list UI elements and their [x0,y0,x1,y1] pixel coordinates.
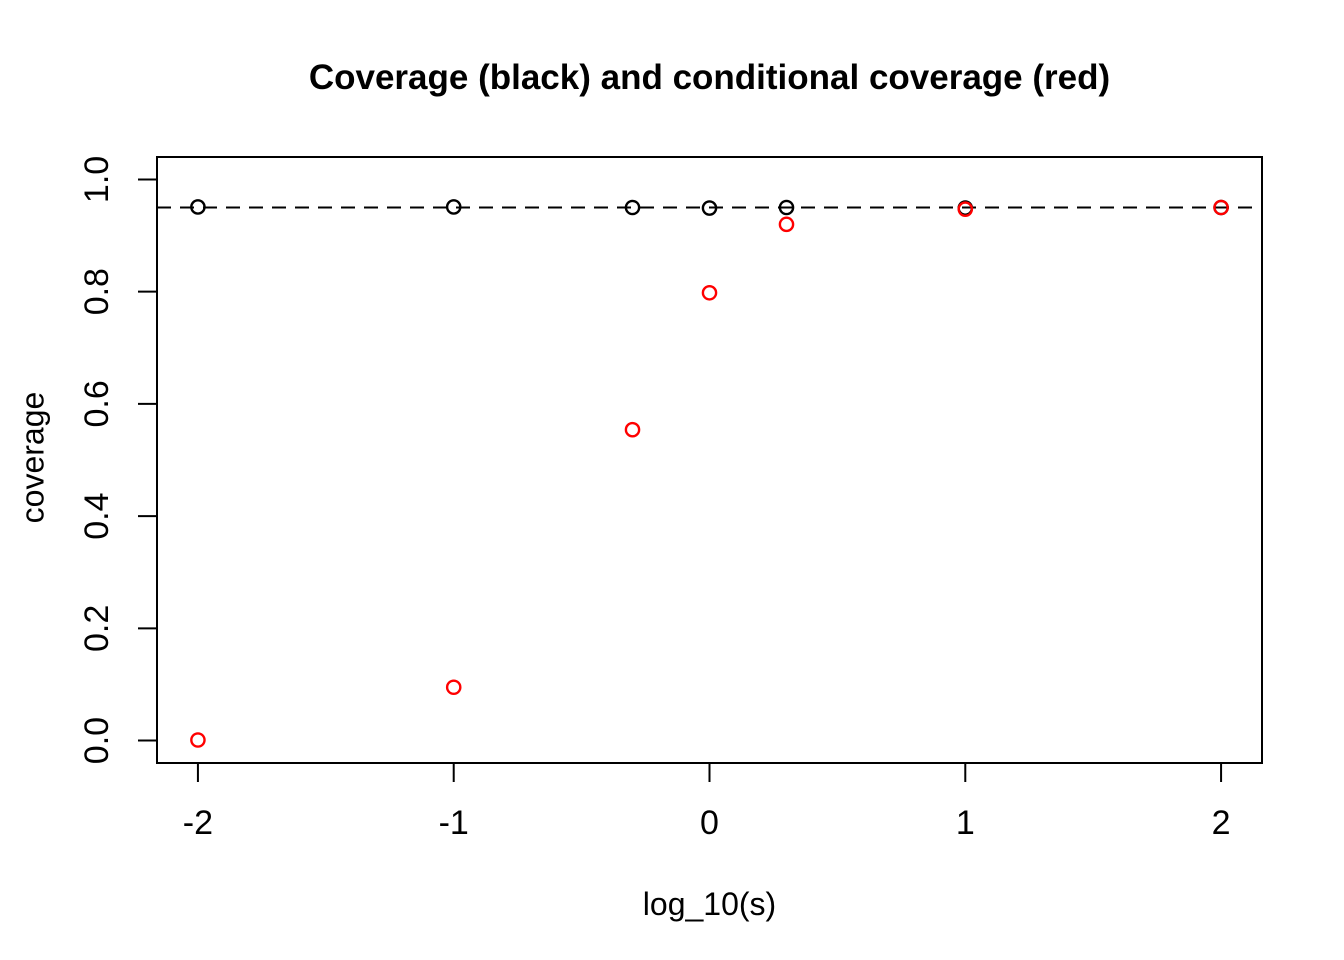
chart-title: Coverage (black) and conditional coverag… [308,58,1111,97]
x-tick-label: -1 [439,804,469,842]
y-tick-label: 0.4 [78,492,116,539]
x-tick-label: 1 [956,804,975,842]
plot-frame [156,156,1263,764]
y-axis-label: coverage [14,391,51,524]
y-tick-label: 0.0 [78,717,116,764]
data-point-coverage [190,199,206,215]
data-point-conditional-coverage [624,421,641,438]
data-point-coverage [701,200,718,216]
data-point-conditional-coverage [190,732,206,748]
y-tick-label: 0.8 [78,268,116,315]
x-tick-label: 2 [1212,804,1231,842]
data-point-conditional-coverage [701,284,718,301]
data-point-conditional-coverage [1213,199,1229,216]
y-tick-label: 1.0 [78,156,116,203]
y-tick-label: 0.2 [78,605,116,652]
y-tick-label: 0.6 [78,380,116,427]
x-axis-label: log_10(s) [642,886,777,922]
data-point-conditional-coverage [445,679,462,696]
data-point-conditional-coverage [778,216,795,233]
x-tick-label: -2 [183,804,213,842]
data-point-coverage [778,199,795,216]
x-tick-label: 0 [700,804,719,842]
data-point-coverage [624,199,641,216]
data-point-coverage [445,199,462,215]
data-point-conditional-coverage [957,201,974,217]
